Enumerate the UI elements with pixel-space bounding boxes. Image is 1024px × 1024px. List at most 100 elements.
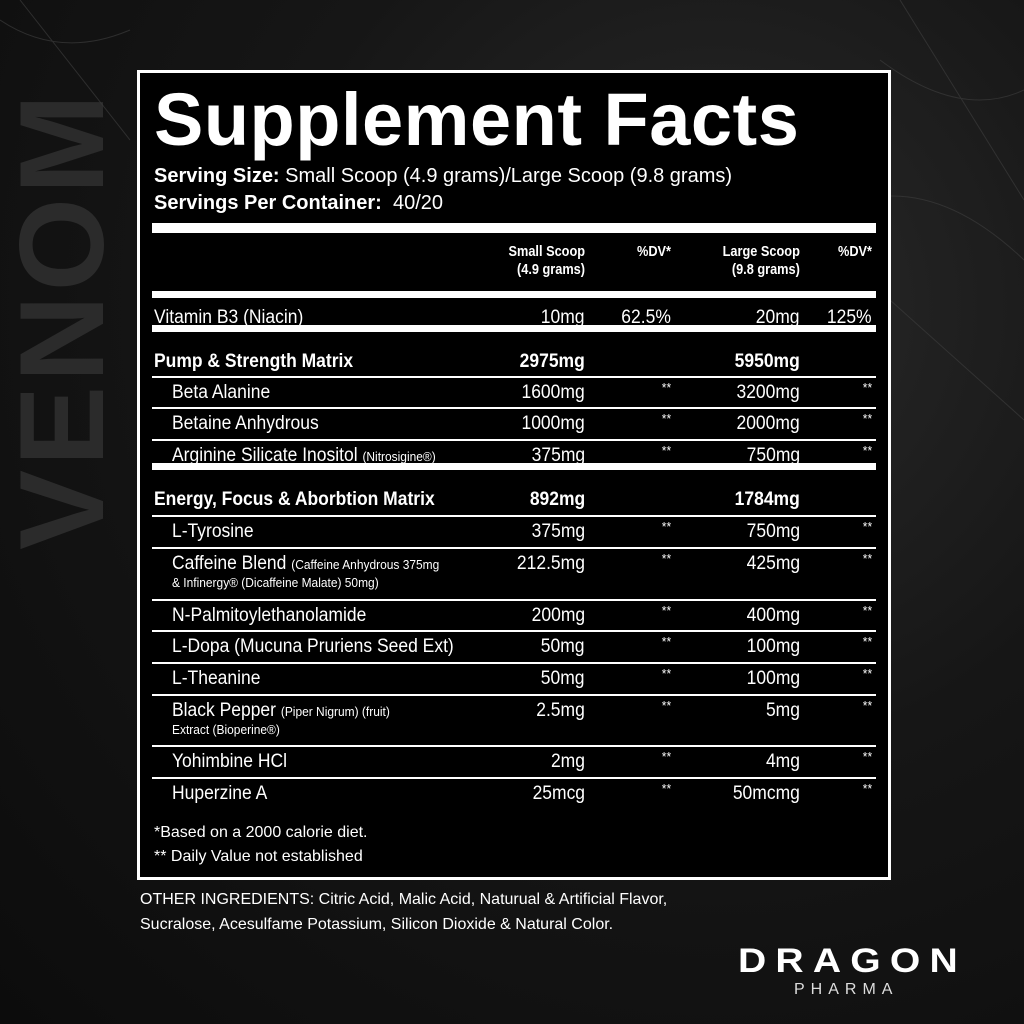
ingredient-name: Arginine Silicate Inositol (Nitrosigine®…: [172, 445, 436, 467]
divider-thick: [152, 463, 876, 470]
header-large-scoop: Large Scoop (9.8 grams): [723, 243, 800, 279]
small-scoop-amount: 2mg: [550, 751, 585, 772]
divider-thick: [152, 223, 876, 233]
large-scoop-dv: **: [862, 781, 872, 796]
small-scoop-dv: 62.5%: [621, 307, 671, 328]
small-scoop-amount: 2.5mg: [536, 700, 585, 721]
large-scoop-amount: 5950mg: [734, 351, 800, 372]
ingredient-name: Vitamin B3 (Niacin): [154, 307, 303, 329]
ingredient-label: Huperzine A: [172, 783, 268, 804]
large-scoop-dv: **: [862, 634, 872, 649]
header-dv1: %DV*: [636, 243, 671, 260]
ingredient-name: L-Dopa (Mucuna Pruriens Seed Ext): [172, 636, 454, 658]
ingredient-name: Energy, Focus & Aborbtion Matrix: [154, 489, 435, 511]
servings-per-container: Servings Per Container: 40/20: [154, 192, 443, 215]
large-scoop-amount: 100mg: [746, 636, 800, 657]
small-scoop-amount: 212.5mg: [516, 553, 585, 574]
header-large-scoop-line1: Large Scoop: [722, 243, 800, 260]
footnote-not-established: ** Daily Value not established: [154, 848, 363, 865]
small-scoop-dv: **: [661, 634, 671, 649]
small-scoop-amount: 892mg: [529, 489, 585, 510]
ingredient-label: Vitamin B3 (Niacin): [154, 307, 304, 328]
ingredient-label: Black Pepper: [172, 700, 276, 721]
large-scoop-dv: **: [862, 603, 872, 618]
ingredient-name: L-Theanine: [172, 668, 260, 690]
ingredient-label: Betaine Anhydrous: [172, 413, 319, 434]
large-scoop-dv: **: [862, 519, 872, 534]
footnote-dv: *Based on a 2000 calorie diet.: [154, 824, 368, 841]
ingredient-label: Energy, Focus & Aborbtion Matrix: [154, 489, 435, 510]
large-scoop-amount: 20mg: [756, 307, 800, 328]
large-scoop-dv: **: [862, 380, 872, 395]
divider-thick: [152, 291, 876, 298]
ingredient-label: Pump & Strength Matrix: [154, 351, 354, 372]
header-dv2: %DV*: [837, 243, 872, 260]
header-small-scoop: Small Scoop (4.9 grams): [508, 243, 585, 279]
other-ingredients-line1: OTHER INGREDIENTS: Citric Acid, Malic Ac…: [140, 891, 668, 908]
divider-thin: [152, 777, 876, 779]
ingredient-name: L-Tyrosine: [172, 521, 254, 543]
divider-thin: [152, 662, 876, 664]
small-scoop-amount: 375mg: [531, 445, 585, 466]
small-scoop-dv: **: [661, 603, 671, 618]
small-scoop-dv: **: [661, 380, 671, 395]
header-large-scoop-line2: (9.8 grams): [731, 261, 800, 278]
panel-title: Supplement Facts: [154, 78, 800, 161]
large-scoop-dv: **: [862, 551, 872, 566]
servings-value: 40/20: [392, 192, 444, 214]
large-scoop-amount: 2000mg: [736, 413, 800, 434]
large-scoop-dv: 125%: [827, 307, 872, 328]
small-scoop-amount: 1600mg: [521, 382, 585, 403]
small-scoop-amount: 10mg: [541, 307, 585, 328]
logo-wordmark: DRAGON: [738, 942, 967, 980]
divider-thick: [152, 325, 876, 332]
ingredient-name: Huperzine A: [172, 783, 267, 805]
logo-subtitle: PHARMA: [794, 981, 899, 998]
ingredient-label: Caffeine Blend: [172, 553, 287, 574]
divider-thin: [152, 630, 876, 632]
divider-thin: [152, 745, 876, 747]
ingredient-note: (Piper Nigrum) (fruit): [280, 704, 390, 719]
large-scoop-dv: **: [862, 411, 872, 426]
divider-thin: [152, 515, 876, 517]
ingredient-name: Black Pepper (Piper Nigrum) (fruit): [172, 700, 390, 722]
serving-size: Serving Size: Small Scoop (4.9 grams)/La…: [154, 165, 732, 188]
ingredient-name: Pump & Strength Matrix: [154, 351, 353, 373]
large-scoop-amount: 3200mg: [736, 382, 800, 403]
ingredient-label: Arginine Silicate Inositol: [172, 445, 358, 466]
small-scoop-dv: **: [661, 551, 671, 566]
divider-thin: [152, 547, 876, 549]
large-scoop-dv: **: [862, 443, 872, 458]
small-scoop-dv: **: [661, 749, 671, 764]
small-scoop-dv: **: [661, 411, 671, 426]
large-scoop-amount: 425mg: [746, 553, 800, 574]
serving-size-value: Small Scoop (4.9 grams)/Large Scoop (9.8…: [285, 165, 733, 187]
ingredient-name: Betaine Anhydrous: [172, 413, 319, 435]
small-scoop-amount: 200mg: [531, 605, 585, 626]
small-scoop-dv: **: [661, 781, 671, 796]
large-scoop-amount: 50mcmg: [732, 783, 800, 804]
divider-thin: [152, 376, 876, 378]
ingredient-name: N-Palmitoylethanolamide: [172, 605, 366, 627]
large-scoop-amount: 100mg: [746, 668, 800, 689]
ingredient-note-line2: & Infinergy® (Dicaffeine Malate) 50mg): [172, 575, 379, 590]
large-scoop-dv: **: [862, 698, 872, 713]
large-scoop-amount: 400mg: [746, 605, 800, 626]
small-scoop-amount: 2975mg: [519, 351, 585, 372]
small-scoop-amount: 1000mg: [521, 413, 585, 434]
ingredient-label: Yohimbine HCl: [172, 751, 287, 772]
large-scoop-amount: 750mg: [746, 521, 800, 542]
divider-thin: [152, 694, 876, 696]
ingredient-name: Beta Alanine: [172, 382, 270, 404]
large-scoop-amount: 4mg: [765, 751, 800, 772]
small-scoop-amount: 25mcg: [532, 783, 585, 804]
large-scoop-amount: 5mg: [765, 700, 800, 721]
small-scoop-dv: **: [661, 443, 671, 458]
small-scoop-amount: 375mg: [531, 521, 585, 542]
supplement-facts-panel: Supplement Facts Serving Size: Small Sco…: [137, 70, 891, 880]
divider-thin: [152, 439, 876, 441]
header-small-scoop-line2: (4.9 grams): [516, 261, 585, 278]
small-scoop-dv: **: [661, 698, 671, 713]
small-scoop-amount: 50mg: [541, 636, 585, 657]
